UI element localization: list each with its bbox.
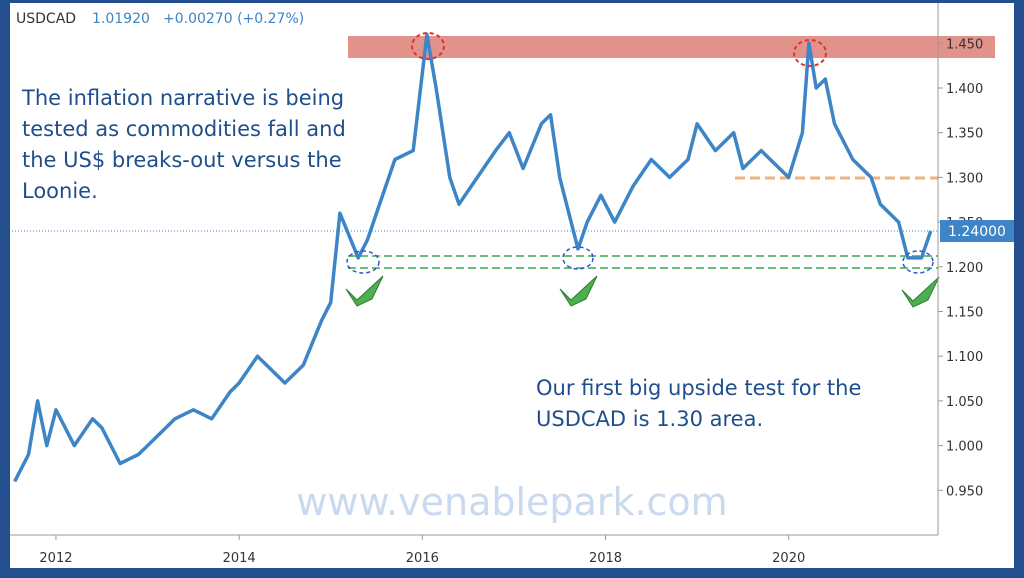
peak-circle (411, 32, 445, 60)
y-tick-label: 1.400 (946, 82, 983, 97)
y-tick-label: 1.200 (946, 261, 983, 276)
x-tick-label: 2018 (589, 551, 622, 566)
resistance-band (348, 36, 995, 58)
frame (10, 3, 1014, 568)
x-tick-label: 2020 (772, 551, 805, 566)
y-tick-label: 1.350 (946, 127, 983, 142)
low-circle (346, 250, 380, 274)
y-tick-label: 1.100 (946, 350, 983, 365)
y-tick-label: 0.950 (946, 484, 983, 499)
quote-change: +0.00270 (+0.27%) (163, 11, 304, 27)
check-mark (559, 275, 598, 307)
quote-price: 1.01920 (92, 11, 150, 27)
check-mark (345, 275, 384, 307)
x-tick-label: 2016 (406, 551, 439, 566)
y-tick-label: 1.150 (946, 305, 983, 320)
symbol: USDCAD (16, 11, 76, 27)
last-price-label: 1.24000 (948, 224, 1006, 240)
y-tick-label: 1.450 (946, 37, 983, 52)
x-tick-label: 2012 (39, 551, 72, 566)
last-price-box (940, 220, 1014, 243)
check-mark (901, 276, 940, 308)
y-tick-label: 1.050 (946, 395, 983, 410)
watermark: www.venablepark.com (296, 480, 727, 524)
y-tick-label: 1.000 (946, 440, 983, 455)
low-circle (902, 250, 934, 274)
annotation: The inflation narrative is being tested … (22, 86, 346, 203)
price-line (13, 32, 933, 483)
y-tick-label: 1.300 (946, 171, 983, 186)
x-tick-label: 2014 (223, 551, 256, 566)
peak-circle (793, 39, 827, 67)
low-circle (562, 246, 594, 270)
annotation: Our first big upside test for the USDCAD… (536, 376, 862, 431)
